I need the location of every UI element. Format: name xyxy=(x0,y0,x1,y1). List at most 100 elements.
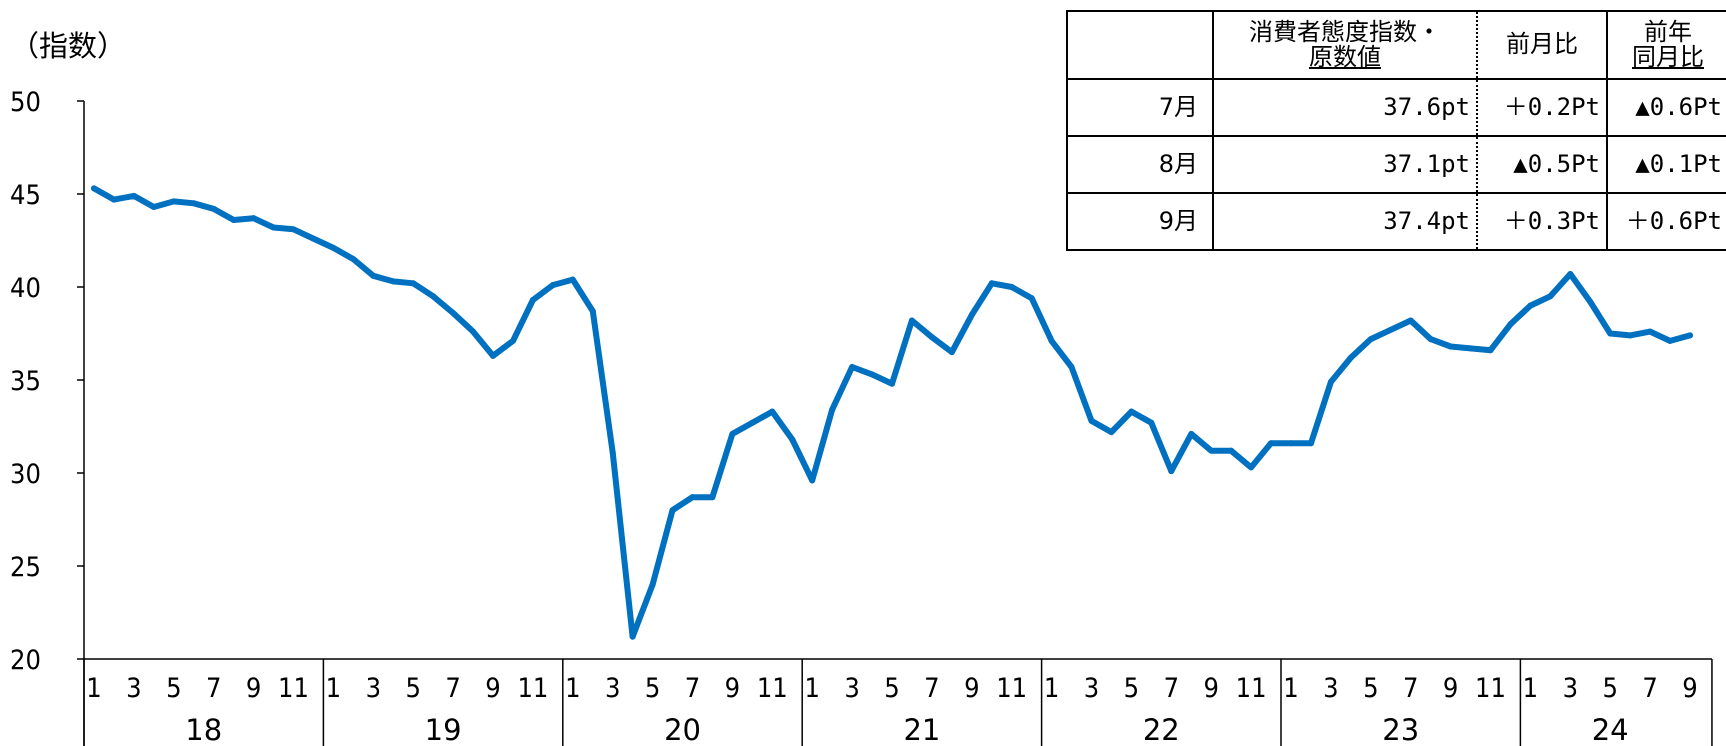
data-point xyxy=(889,380,895,387)
table-row: 7月 37.6pt ＋0.2Pt ▲0.6Pt xyxy=(1066,78,1726,137)
x-tick-label: 9 xyxy=(1443,673,1458,704)
table-header-yoy-line1: 前年 xyxy=(1644,17,1692,46)
x-tick-label: 5 xyxy=(1602,673,1617,704)
data-point xyxy=(569,276,576,283)
x-tick-label: 3 xyxy=(366,673,381,704)
x-tick-label: 5 xyxy=(645,673,660,704)
axes xyxy=(83,101,1712,746)
table-cell-value: 37.6pt xyxy=(1212,78,1478,137)
data-point xyxy=(809,477,816,484)
data-point xyxy=(1487,347,1494,354)
table-cell-month: 7月 xyxy=(1066,78,1214,137)
data-point xyxy=(1307,440,1314,447)
x-axis-ticks: 1 3 5 7 9 11 1 3 5 7 9 11 1 3 5 7 9 11 1 3 5 7 9 11 1 3 5 7 9 11 1 3 5 7 9… xyxy=(83,659,1713,746)
x-tick-label: 5 xyxy=(1124,673,1139,704)
x-tick-label: 7 xyxy=(206,673,221,704)
data-point xyxy=(669,507,676,514)
x-tick-label: 1 xyxy=(86,673,101,704)
table-cell-yoy: ＋0.6Pt xyxy=(1606,192,1726,251)
data-point xyxy=(250,215,257,222)
y-tick-label: 30 xyxy=(10,459,41,490)
x-tick-label: 11 xyxy=(996,673,1027,704)
data-point xyxy=(789,436,796,443)
data-point xyxy=(1367,336,1374,343)
data-point xyxy=(1387,326,1394,333)
y-tick-label: 40 xyxy=(10,273,41,304)
data-point xyxy=(370,272,377,279)
x-tick-label: 7 xyxy=(445,673,460,704)
data-point xyxy=(1148,419,1155,426)
data-point xyxy=(1008,284,1015,290)
table-row: 9月 37.4pt ＋0.3Pt ＋0.6Pt xyxy=(1066,192,1726,251)
data-point xyxy=(1547,293,1554,300)
x-tick-label: 11 xyxy=(757,673,788,704)
data-point xyxy=(210,205,217,212)
y-tick-label: 50 xyxy=(10,87,41,118)
table-cell-month: 9月 xyxy=(1066,192,1214,251)
data-point xyxy=(529,297,536,304)
x-tick-label: 3 xyxy=(1563,673,1578,704)
table-cell-mom: ＋0.3Pt xyxy=(1476,192,1608,251)
data-point xyxy=(1647,328,1654,335)
x-tick-label: 11 xyxy=(278,673,309,704)
data-point xyxy=(1667,337,1674,344)
data-point xyxy=(649,581,656,588)
table-cell-mom: ▲0.5Pt xyxy=(1476,135,1608,194)
x-tick-label: 7 xyxy=(1164,673,1179,704)
data-point xyxy=(1168,468,1175,475)
data-point xyxy=(1507,321,1514,328)
y-tick-label: 20 xyxy=(10,645,41,676)
data-point xyxy=(1407,317,1414,324)
table-header-mom: 前月比 xyxy=(1476,10,1608,80)
x-tick-label: 5 xyxy=(166,673,181,704)
data-point xyxy=(1467,345,1474,352)
data-point xyxy=(908,317,915,324)
data-point xyxy=(849,363,856,370)
data-point xyxy=(829,406,836,413)
x-tick-label: 9 xyxy=(1203,673,1218,704)
data-point xyxy=(350,256,357,263)
table-header-yoy: 前年 同月比 xyxy=(1606,10,1726,80)
data-point xyxy=(709,494,716,501)
x-tick-label: 5 xyxy=(884,673,899,704)
x-tick-label: 3 xyxy=(844,673,859,704)
data-point xyxy=(1048,337,1055,344)
x-tick-label: 9 xyxy=(725,673,740,704)
data-point xyxy=(1288,440,1294,447)
data-point xyxy=(1627,332,1634,339)
x-tick-label: 3 xyxy=(1084,673,1099,704)
table-header-index: 消費者態度指数・ 原数値 xyxy=(1212,10,1478,80)
year-label: 24 xyxy=(1592,713,1629,746)
table-row: 8月 37.1pt ▲0.5Pt ▲0.1Pt xyxy=(1066,135,1726,194)
table-header-row: 消費者態度指数・ 原数値 前月比 前年 同月比 xyxy=(1066,10,1726,80)
data-point xyxy=(1607,330,1614,337)
x-tick-label: 1 xyxy=(565,673,580,704)
x-tick-label: 3 xyxy=(126,673,141,704)
data-point xyxy=(290,226,297,233)
data-point xyxy=(1347,354,1354,361)
data-point xyxy=(928,334,935,341)
data-point xyxy=(170,198,177,205)
data-point xyxy=(230,217,237,224)
table-header-index-line2: 原数値 xyxy=(1309,43,1381,71)
series-line-0 xyxy=(91,185,1693,640)
year-labels: 18 19 20 21 22 23 24 xyxy=(185,713,1628,746)
data-point xyxy=(1527,302,1534,309)
data-point xyxy=(1687,332,1693,339)
table-cell-value: 37.1pt xyxy=(1212,135,1478,194)
data-point xyxy=(190,200,197,207)
x-tick-label: 11 xyxy=(1475,673,1506,704)
y-axis-label: （指数） xyxy=(10,29,126,63)
year-label: 20 xyxy=(664,713,701,746)
data-point xyxy=(1447,343,1454,350)
data-point xyxy=(1108,429,1115,436)
data-point xyxy=(509,337,516,344)
x-tick-label: 7 xyxy=(1642,673,1657,704)
table-header-yoy-line2: 同月比 xyxy=(1632,43,1704,71)
data-point xyxy=(1208,447,1215,454)
data-point xyxy=(609,449,616,456)
data-point xyxy=(988,280,995,287)
data-point xyxy=(330,244,337,251)
x-tick-label: 9 xyxy=(246,673,261,704)
data-point xyxy=(629,633,636,640)
